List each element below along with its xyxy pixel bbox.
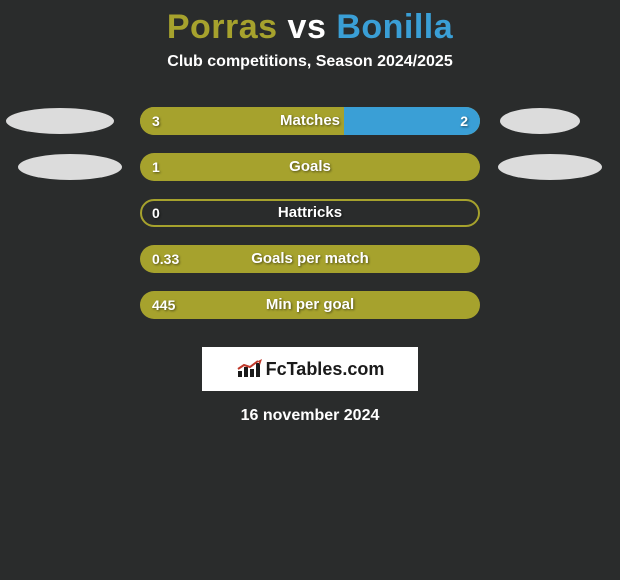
stat-row: 0.33Goals per match [0,245,620,291]
stat-bar: 32Matches [140,107,480,135]
bar-bg [140,245,480,273]
left-value: 3 [152,107,160,135]
left-value: 1 [152,153,160,181]
stat-bar: 445Min per goal [140,291,480,319]
page-title: Porras vs Bonilla [0,8,620,47]
vs-word: vs [288,8,327,46]
date-label: 16 november 2024 [0,407,620,425]
stat-row: 0Hattricks [0,199,620,245]
left-value: 0.33 [152,245,179,273]
bar-bg [140,291,480,319]
player2-name: Bonilla [336,8,453,46]
stat-bar: 0Hattricks [140,199,480,227]
chart-icon [236,359,262,379]
stat-rows: 32Matches1Goals0Hattricks0.33Goals per m… [0,107,620,337]
subtitle: Club competitions, Season 2024/2025 [0,53,620,71]
stat-bar: 1Goals [140,153,480,181]
left-value: 0 [152,199,160,227]
bar-bg [140,199,480,227]
stat-bar: 0.33Goals per match [140,245,480,273]
bar-bg [140,153,480,181]
logo-text: FcTables.com [266,359,385,380]
bar-left-fill [140,107,344,135]
fctables-logo[interactable]: FcTables.com [202,347,418,391]
left-value: 445 [152,291,175,319]
stat-row: 445Min per goal [0,291,620,337]
left-ellipse [18,154,122,180]
comparison-card: Porras vs Bonilla Club competitions, Sea… [0,0,620,425]
right-value: 2 [460,107,468,135]
stat-row: 1Goals [0,153,620,199]
stat-row: 32Matches [0,107,620,153]
left-ellipse [6,108,114,134]
player1-name: Porras [167,8,278,46]
right-ellipse [498,154,602,180]
right-ellipse [500,108,580,134]
